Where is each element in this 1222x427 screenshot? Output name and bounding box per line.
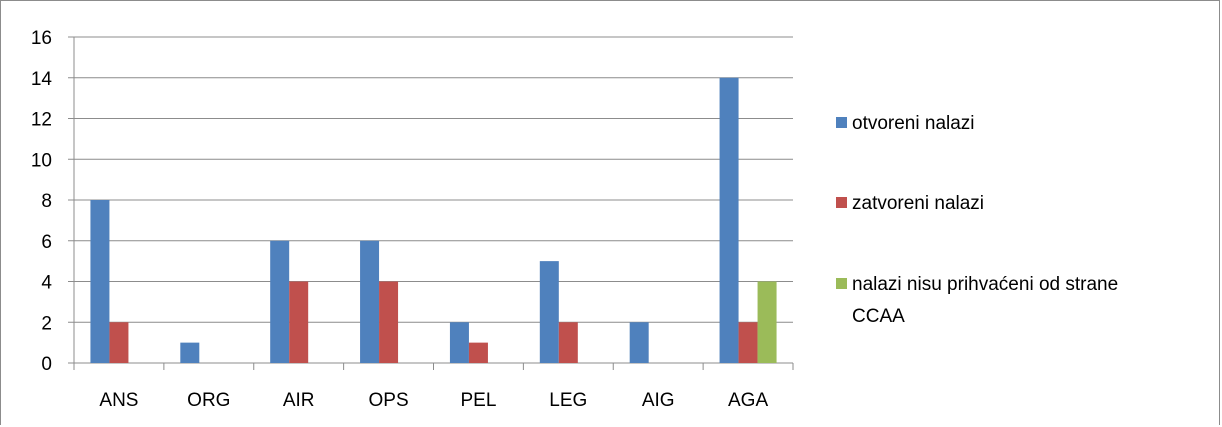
bar-org-series-1: [180, 342, 200, 363]
bar-leg-series-1: [539, 261, 559, 363]
y-tick-label: 8: [41, 191, 52, 212]
y-tick-label: 14: [31, 69, 53, 90]
y-tick-label: 4: [41, 273, 52, 294]
x-tick-label: AIG: [642, 390, 675, 411]
legend-label-2: zatvoreni nalazi: [852, 193, 984, 214]
bar-ops-series-1: [360, 240, 380, 363]
x-tick-label: PEL: [460, 390, 496, 411]
bars: [90, 77, 777, 363]
legend: otvoreni nalazi zatvoreni nalazi nalazi ni…: [836, 113, 1118, 327]
y-tick-label: 16: [31, 28, 52, 49]
bar-air-series-1: [270, 240, 290, 363]
bar-ans-series-1: [90, 200, 110, 363]
legend-label-1: otvoreni nalazi: [852, 113, 975, 134]
x-tick-label: LEG: [549, 390, 587, 411]
legend-swatch-3: [836, 278, 847, 289]
bar-pel-series-1: [449, 322, 469, 363]
x-tick-label: ANS: [99, 390, 138, 411]
y-tick-label: 10: [31, 150, 52, 171]
legend-label-3: CCAA: [852, 306, 905, 327]
bar-air-series-2: [289, 281, 309, 363]
legend-label-3: nalazi nisu prihvaćeni od strane: [852, 274, 1118, 295]
x-tick-label: AGA: [728, 390, 768, 411]
legend-swatch-1: [836, 117, 847, 128]
bar-aga-series-2: [738, 322, 758, 363]
x-tick-labels: ANS ORG AIR OPS PEL LEG AIG AGA: [99, 390, 768, 411]
y-tick-label: 6: [41, 232, 52, 253]
x-tick-label: AIR: [283, 390, 315, 411]
bar-ans-series-2: [109, 322, 129, 363]
y-tick-labels: 0 2 4 6 8 10 12 14 16: [31, 28, 53, 375]
bar-ops-series-2: [379, 281, 399, 363]
y-tick-label: 12: [31, 110, 52, 131]
bar-pel-series-2: [468, 342, 488, 363]
axes: [68, 36, 794, 370]
y-tick-label: 2: [41, 313, 52, 334]
x-tick-label: ORG: [187, 390, 230, 411]
legend-swatch-2: [836, 197, 847, 208]
gridlines: [74, 36, 793, 323]
bar-aga-series-1: [719, 77, 739, 363]
bar-leg-series-2: [558, 322, 578, 363]
bar-aga-series-3: [757, 281, 777, 363]
y-tick-label: 0: [41, 354, 52, 375]
x-tick-label: OPS: [369, 390, 409, 411]
bar-aig-series-1: [629, 322, 649, 363]
